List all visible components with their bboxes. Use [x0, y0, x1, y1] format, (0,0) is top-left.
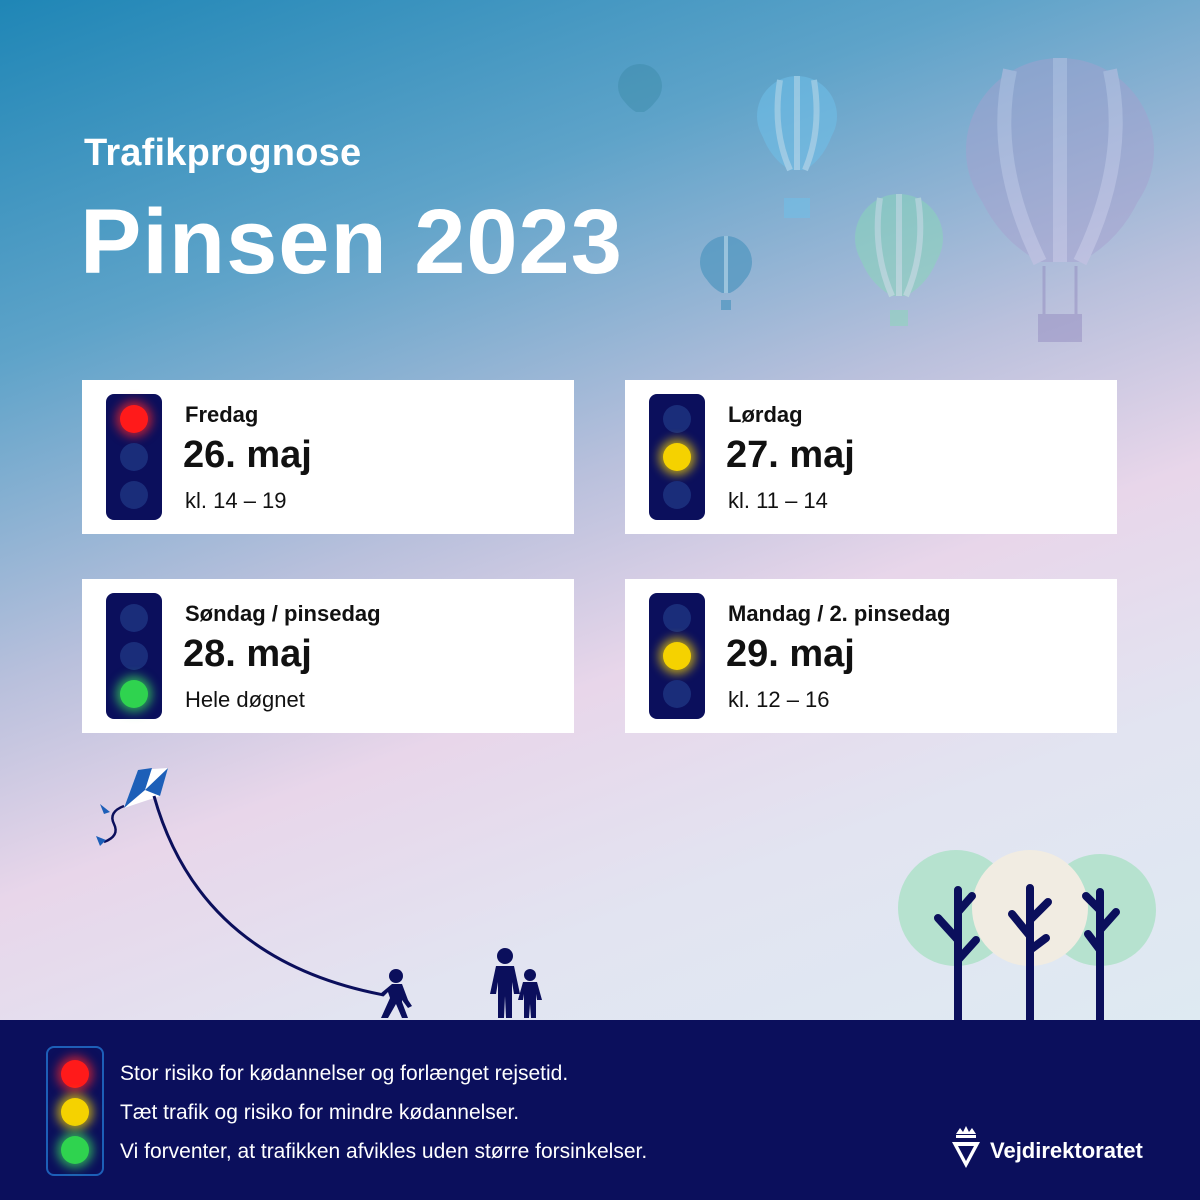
traffic-light-icon [649, 593, 705, 719]
forecast-date: 28. maj [183, 633, 312, 675]
crown-shield-icon [952, 1126, 980, 1168]
forecast-day: Mandag / 2. pinsedag [728, 601, 951, 626]
forecast-time: kl. 14 – 19 [185, 488, 287, 513]
hot-air-balloon-icon [618, 64, 662, 112]
traffic-light-red-lamp [120, 405, 148, 433]
traffic-light-icon [106, 394, 162, 520]
legend-red-text: Stor risiko for kødannelser og forlænget… [120, 1062, 569, 1085]
adult-and-child-icon [490, 948, 542, 1018]
page-title: Pinsen 2023 [80, 191, 623, 293]
traffic-light-yellow-lamp [663, 443, 691, 471]
hot-air-balloon-icon [855, 194, 943, 326]
traffic-light-green-lamp [663, 680, 691, 708]
traffic-light-green-lamp [120, 680, 148, 708]
hot-air-balloon-icon [700, 236, 752, 310]
page-subtitle: Trafikprognose [84, 132, 362, 174]
hot-air-balloon-icon [966, 58, 1154, 342]
forecast-time: Hele døgnet [185, 687, 305, 712]
legend-green-text: Vi forventer, at trafikken afvikles uden… [120, 1140, 648, 1163]
traffic-light-yellow-lamp [120, 443, 148, 471]
legend-yellow-text: Tæt trafik og risiko for mindre kødannel… [120, 1101, 520, 1124]
forecast-day: Lørdag [728, 402, 803, 427]
traffic-light-icon [649, 394, 705, 520]
forecast-date: 29. maj [726, 633, 855, 675]
traffic-light-red-lamp [120, 604, 148, 632]
legend-traffic-light-icon [46, 1046, 104, 1176]
trees-icon [898, 850, 1156, 1024]
forecast-day: Fredag [185, 402, 259, 427]
hot-air-balloon-icon [757, 76, 837, 218]
traffic-light-green-lamp [120, 481, 148, 509]
traffic-light-yellow-lamp [120, 642, 148, 670]
forecast-day: Søndag / pinsedag [185, 601, 381, 626]
forecast-date: 27. maj [726, 434, 855, 476]
traffic-light-yellow-lamp [663, 642, 691, 670]
forecast-time: kl. 12 – 16 [728, 687, 830, 712]
forecast-card-saturday: Lørdag 27. maj kl. 11 – 14 [625, 380, 1117, 534]
traffic-light-green-lamp [663, 481, 691, 509]
forecast-card-friday: Fredag 26. maj kl. 14 – 19 [82, 380, 574, 534]
walking-person-icon [380, 969, 412, 1018]
forecast-time: kl. 11 – 14 [728, 488, 828, 513]
traffic-light-red-lamp [663, 405, 691, 433]
forecast-card-monday: Mandag / 2. pinsedag 29. maj kl. 12 – 16 [625, 579, 1117, 733]
legend-yellow-lamp [61, 1098, 89, 1126]
forecast-card-sunday: Søndag / pinsedag 28. maj Hele døgnet [82, 579, 574, 733]
legend-red-lamp [61, 1060, 89, 1088]
brand-name: Vejdirektoratet [990, 1138, 1143, 1163]
forecast-date: 26. maj [183, 434, 312, 476]
traffic-light-icon [106, 593, 162, 719]
legend-green-lamp [61, 1136, 89, 1164]
traffic-light-red-lamp [663, 604, 691, 632]
kite-icon [96, 768, 385, 997]
legend-footer: Stor risiko for kødannelser og forlænget… [0, 1020, 1200, 1200]
